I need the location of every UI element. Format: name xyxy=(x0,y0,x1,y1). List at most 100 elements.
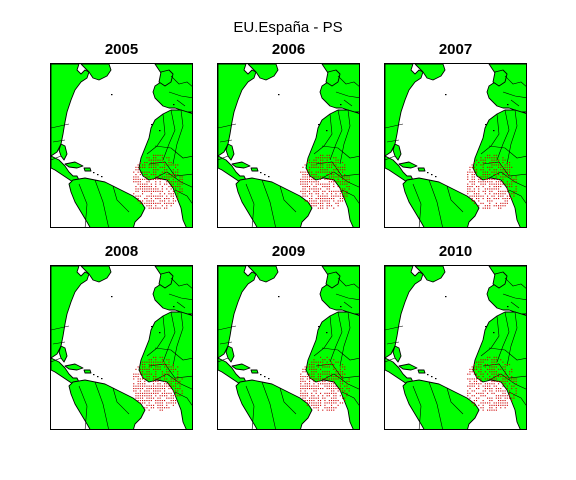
catch-dot xyxy=(504,190,506,192)
catch-dot xyxy=(335,190,337,192)
catch-dot xyxy=(324,378,326,380)
catch-dot xyxy=(148,171,150,173)
catch-dot xyxy=(164,171,166,173)
catch-dot xyxy=(159,181,161,183)
catch-dot xyxy=(157,159,159,161)
catch-dot xyxy=(142,368,144,370)
catch-dot xyxy=(480,181,482,183)
island xyxy=(268,176,270,178)
catch-dot xyxy=(333,368,335,370)
catch-dot xyxy=(309,186,311,188)
catch-dot xyxy=(335,166,337,168)
catch-dot xyxy=(513,397,515,399)
catch-dot xyxy=(172,378,174,380)
catch-dot xyxy=(139,166,141,168)
catch-dot xyxy=(146,183,148,185)
catch-dot xyxy=(139,383,141,385)
catch-dot xyxy=(179,190,181,192)
country-border xyxy=(154,145,192,159)
catch-dot xyxy=(155,195,157,197)
catch-dot xyxy=(500,368,502,370)
catch-dot xyxy=(509,383,511,385)
catch-dot xyxy=(304,383,306,385)
catch-dot xyxy=(304,176,306,178)
catch-dot xyxy=(509,193,511,195)
catch-dots xyxy=(467,154,517,209)
catch-dot xyxy=(471,378,473,380)
catch-dot xyxy=(311,376,313,378)
catch-dot xyxy=(337,376,339,378)
catch-dot xyxy=(504,169,506,171)
catch-dot xyxy=(144,176,146,178)
catch-dot xyxy=(339,395,341,397)
catch-dot xyxy=(326,154,328,156)
catch-dot xyxy=(328,178,330,180)
country-border xyxy=(315,363,359,379)
catch-dot xyxy=(331,364,333,366)
catch-dot xyxy=(469,368,471,370)
catch-dot xyxy=(317,364,319,366)
catch-dot xyxy=(493,404,495,406)
catch-dot xyxy=(164,395,166,397)
catch-dot xyxy=(144,361,146,363)
catch-dot xyxy=(311,205,313,207)
catch-dot xyxy=(135,174,137,176)
catch-dot xyxy=(144,407,146,409)
catch-dot xyxy=(150,162,152,164)
island xyxy=(151,326,153,328)
catch-dot xyxy=(500,181,502,183)
catch-dot xyxy=(315,174,317,176)
catch-dot xyxy=(150,188,152,190)
south-america-land xyxy=(68,177,146,227)
catch-dot xyxy=(168,164,170,166)
catch-dot xyxy=(469,181,471,183)
catch-dot xyxy=(159,397,161,399)
catch-dot xyxy=(469,171,471,173)
catch-dot xyxy=(500,402,502,404)
catch-dot xyxy=(320,404,322,406)
island xyxy=(427,374,429,376)
catch-dot xyxy=(155,400,157,402)
catch-dot xyxy=(146,188,148,190)
country-border xyxy=(339,109,351,165)
catch-dot xyxy=(170,193,172,195)
catch-dot xyxy=(322,169,324,171)
catch-dot xyxy=(333,380,335,382)
catch-dot xyxy=(309,202,311,204)
catch-dot xyxy=(473,171,475,173)
catch-dot xyxy=(500,407,502,409)
catch-dot xyxy=(306,395,308,397)
catch-dot xyxy=(469,380,471,382)
catch-dot xyxy=(322,200,324,202)
catch-dot xyxy=(495,154,497,156)
catch-dot xyxy=(144,178,146,180)
catch-dot xyxy=(489,157,491,159)
catch-dot xyxy=(306,176,308,178)
catch-dot xyxy=(511,400,513,402)
catch-dot xyxy=(482,202,484,204)
catch-dot xyxy=(170,188,172,190)
catch-dot xyxy=(139,195,141,197)
catch-dot xyxy=(139,174,141,176)
catch-dot xyxy=(311,404,313,406)
catch-dot xyxy=(168,193,170,195)
catch-dot xyxy=(148,195,150,197)
catch-dot xyxy=(179,388,181,390)
island xyxy=(340,306,342,308)
catch-dot xyxy=(473,166,475,168)
catch-dot xyxy=(487,397,489,399)
catch-dot xyxy=(335,159,337,161)
catch-dot xyxy=(495,385,497,387)
central-america-land xyxy=(51,357,80,385)
catch-dot xyxy=(326,207,328,209)
catch-dot xyxy=(320,356,322,358)
catch-dot xyxy=(161,404,163,406)
country-border xyxy=(488,373,526,390)
catch-dot xyxy=(506,380,508,382)
country-border xyxy=(315,161,359,177)
catch-dot xyxy=(480,371,482,373)
catch-dot xyxy=(326,171,328,173)
catch-dot xyxy=(153,392,155,394)
catch-dot xyxy=(166,188,168,190)
catch-dot xyxy=(502,402,504,404)
